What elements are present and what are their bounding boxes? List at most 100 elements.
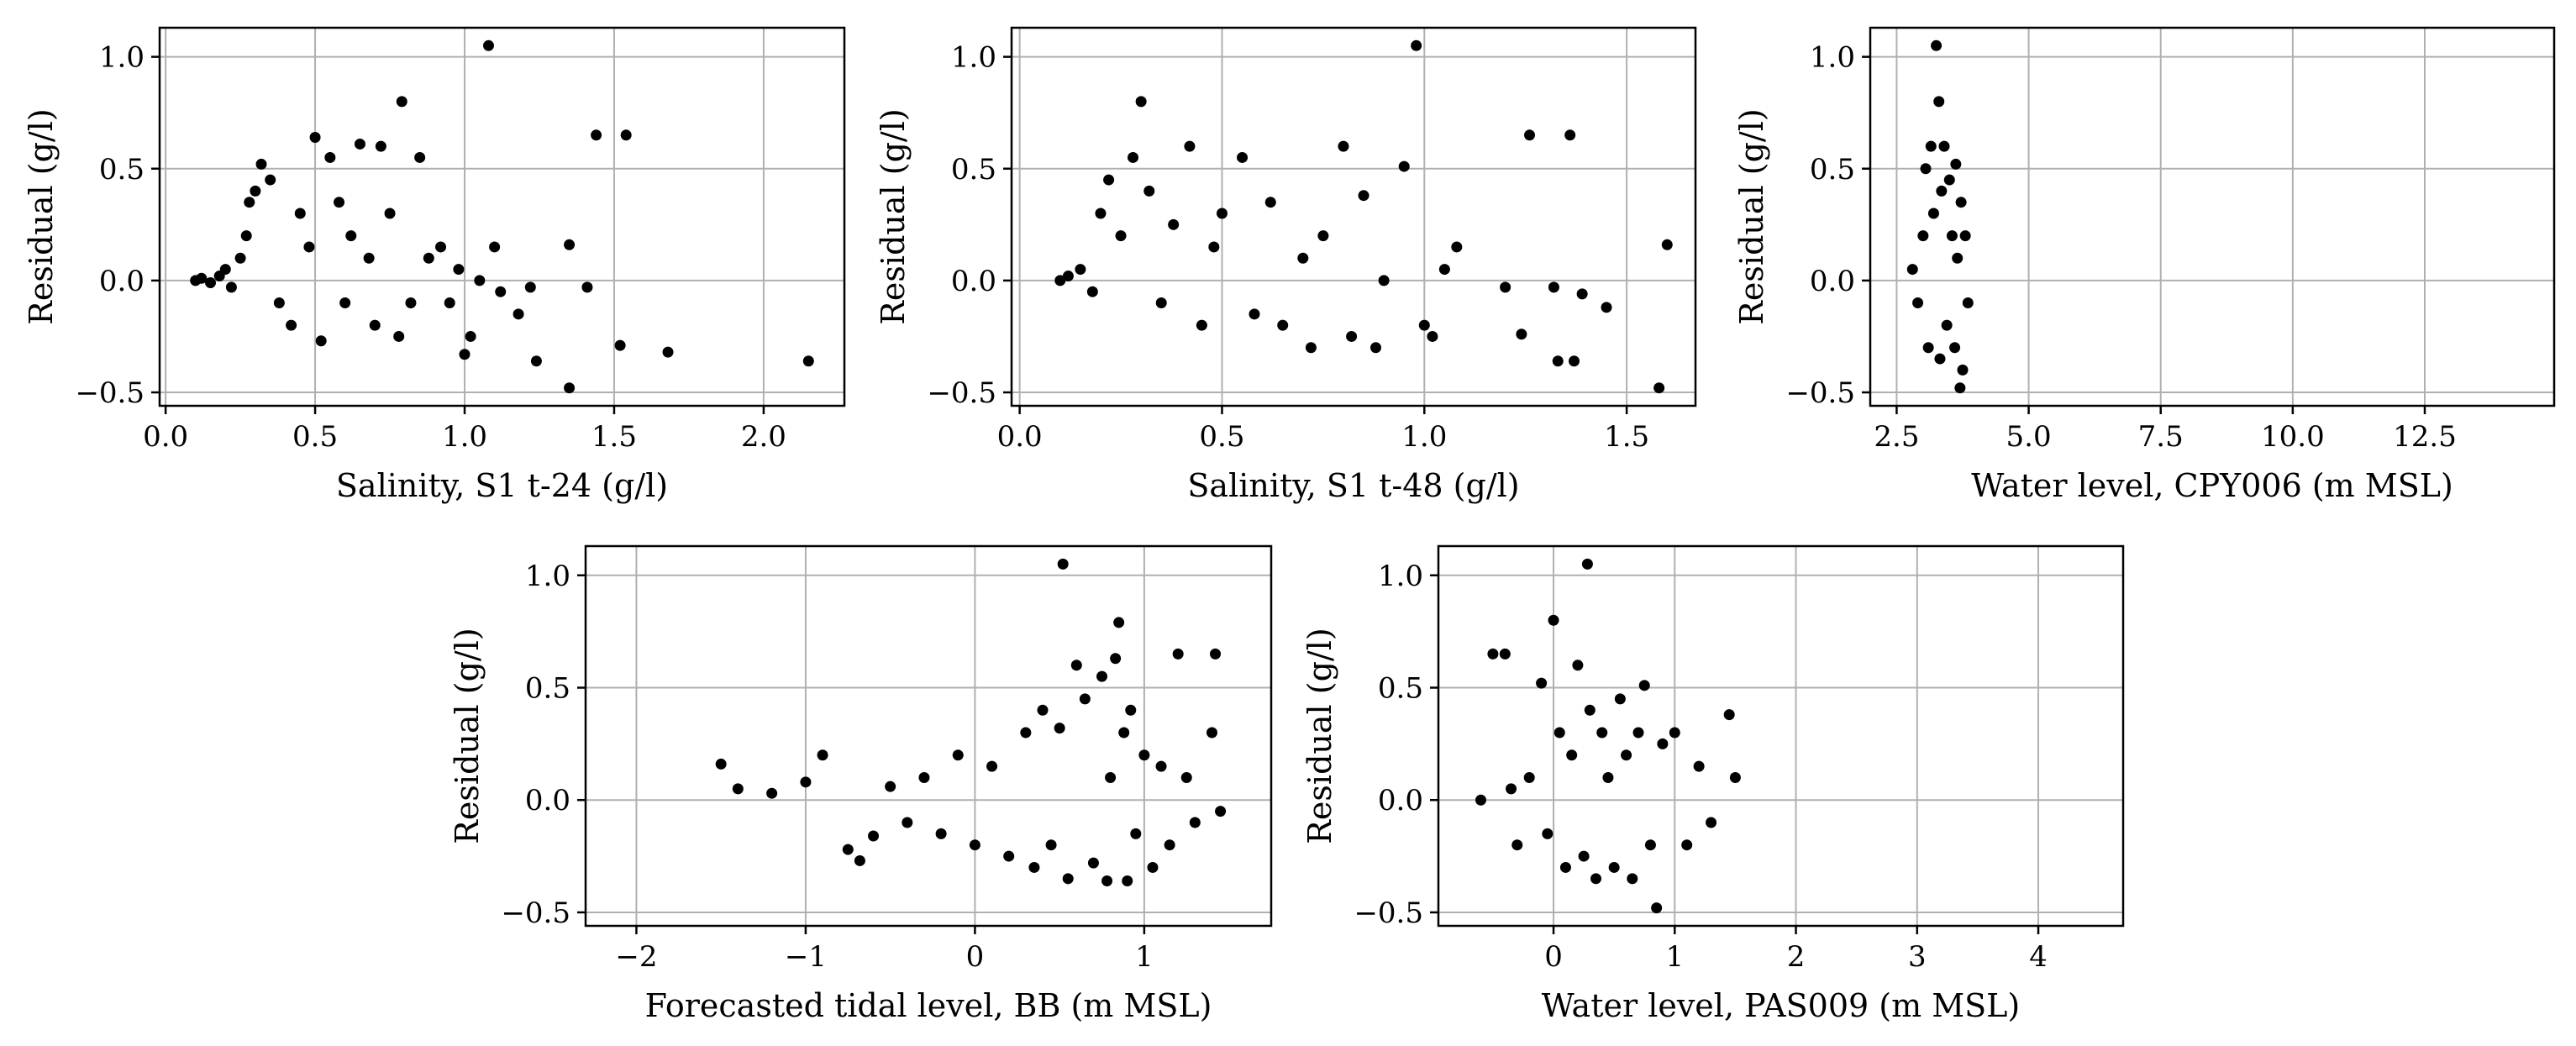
- data-point: [339, 297, 351, 309]
- x-tick-label: 1.5: [591, 420, 637, 454]
- data-point: [1054, 275, 1066, 286]
- data-point: [1644, 839, 1656, 851]
- x-tick-label: 1.0: [1401, 420, 1447, 454]
- y-tick-label: 0.0: [99, 265, 145, 298]
- data-point: [1070, 660, 1082, 671]
- data-point: [1723, 709, 1735, 721]
- data-point: [1566, 749, 1578, 761]
- data-points: [1906, 39, 1974, 394]
- data-point: [530, 355, 542, 367]
- data-point: [303, 241, 315, 253]
- data-point: [1358, 190, 1369, 202]
- data-point: [363, 252, 375, 264]
- data-point: [918, 771, 930, 783]
- data-point: [219, 264, 231, 276]
- data-points: [1054, 39, 1673, 394]
- data-point: [1627, 873, 1638, 885]
- x-axis-label: Salinity, S1 t-48 (g/l): [1187, 467, 1519, 504]
- data-point: [205, 277, 217, 289]
- data-point: [885, 781, 896, 792]
- y-tick-label: 1.0: [1810, 41, 1855, 75]
- data-point: [1523, 771, 1535, 783]
- data-point: [396, 96, 407, 108]
- data-point: [375, 140, 386, 152]
- data-point: [244, 197, 255, 208]
- data-point: [1500, 281, 1511, 293]
- data-point: [405, 297, 417, 309]
- data-point: [1237, 151, 1249, 163]
- data-point: [1411, 39, 1422, 51]
- y-tick-label: 1.0: [951, 41, 996, 75]
- data-point: [1954, 382, 1966, 394]
- data-point: [1922, 342, 1934, 354]
- y-tick-label: −0.5: [75, 376, 145, 410]
- plot-frame: [1010, 26, 1697, 407]
- data-point: [1581, 558, 1593, 570]
- data-point: [524, 281, 536, 293]
- y-tick-label: 0.5: [951, 153, 996, 187]
- x-tick-label: 0.0: [143, 420, 188, 454]
- y-tick-label: 1.0: [1378, 560, 1423, 593]
- data-point: [1451, 241, 1463, 253]
- data-point: [294, 208, 306, 219]
- y-axis-label: Residual (g/l): [875, 108, 912, 324]
- data-point: [1601, 302, 1612, 313]
- data-point: [225, 281, 237, 293]
- data-point: [1196, 319, 1207, 331]
- data-point: [1487, 648, 1499, 660]
- data-point: [1950, 158, 1962, 170]
- data-point: [1906, 264, 1918, 276]
- data-point: [1661, 239, 1673, 250]
- data-point: [1941, 319, 1953, 331]
- data-point: [591, 129, 602, 141]
- data-point: [1168, 218, 1180, 230]
- data-point: [1590, 873, 1602, 885]
- data-point: [1632, 727, 1644, 739]
- x-axis-label: Water level, PAS009 (m MSL): [1542, 987, 2020, 1024]
- data-point: [1155, 297, 1167, 309]
- data-point: [453, 264, 465, 276]
- data-point: [1949, 342, 1961, 354]
- data-point: [1536, 677, 1548, 689]
- data-point: [423, 252, 434, 264]
- data-point: [1934, 353, 1946, 365]
- data-point: [564, 239, 576, 250]
- data-point: [662, 346, 674, 358]
- data-point: [581, 281, 593, 293]
- data-point: [1559, 861, 1571, 873]
- data-point: [1917, 230, 1929, 242]
- data-point: [1369, 342, 1381, 354]
- data-point: [1427, 330, 1438, 342]
- data-point: [1057, 558, 1069, 570]
- y-tick-label: 0.0: [951, 265, 996, 298]
- data-point: [1542, 828, 1553, 839]
- data-point: [513, 308, 524, 320]
- x-tick-label: 5.0: [2006, 420, 2052, 454]
- x-tick-label: 0.5: [1199, 420, 1244, 454]
- data-point: [1155, 760, 1167, 772]
- data-point: [1578, 850, 1590, 862]
- data-point: [1706, 817, 1717, 828]
- data-point: [1130, 828, 1142, 839]
- data-point: [1608, 861, 1620, 873]
- plot-frame: [1437, 544, 2125, 928]
- x-tick-label: 1.0: [442, 420, 487, 454]
- data-point: [1172, 648, 1184, 660]
- data-point: [766, 787, 778, 799]
- data-point: [1135, 96, 1147, 108]
- data-point: [1113, 617, 1125, 628]
- y-tick-label: 0.5: [99, 153, 145, 187]
- data-point: [1305, 342, 1317, 354]
- data-point: [952, 749, 964, 761]
- data-point: [620, 129, 632, 141]
- x-tick-label: 12.5: [2393, 420, 2457, 454]
- data-point: [1912, 297, 1924, 309]
- data-point: [1569, 355, 1580, 367]
- data-point: [324, 151, 336, 163]
- data-point: [286, 319, 297, 331]
- data-point: [986, 760, 998, 772]
- data-point: [1297, 252, 1309, 264]
- x-tick-label: 2.5: [1874, 420, 1919, 454]
- data-point: [1105, 771, 1117, 783]
